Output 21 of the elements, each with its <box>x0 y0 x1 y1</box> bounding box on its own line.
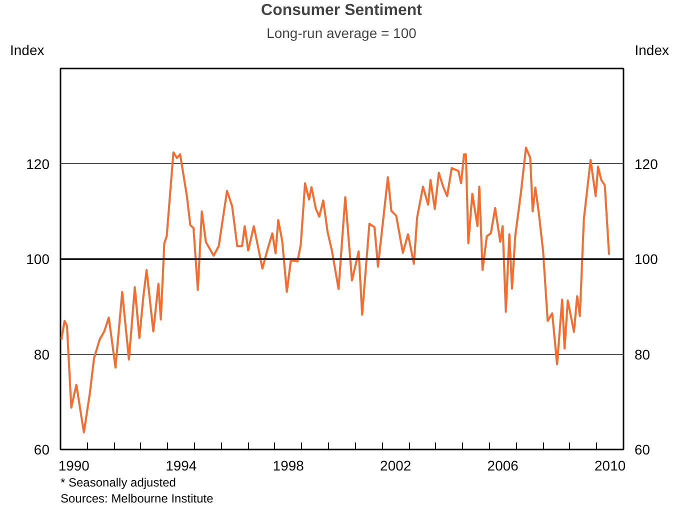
x-tick-label: 2002 <box>380 458 412 474</box>
y2-axis-title: Index <box>634 41 669 60</box>
chart-title: Consumer Sentiment <box>260 1 423 21</box>
y2-tick-label: 80 <box>634 346 650 362</box>
x-tick-label: 1994 <box>166 458 197 474</box>
x-tick-label: 2006 <box>487 458 519 474</box>
y2-tick-label: 60 <box>634 442 650 458</box>
y-tick-label: 60 <box>34 442 50 458</box>
x-tick-label: 2010 <box>594 458 626 474</box>
y-tick-label: 120 <box>26 156 50 172</box>
y-tick-label: 100 <box>26 251 50 267</box>
line-series <box>60 146 610 434</box>
y2-tick-label: 120 <box>634 156 658 172</box>
y2-tick-label: 100 <box>634 251 658 267</box>
y-tick-label: 80 <box>34 346 50 362</box>
chart-subtitle: Long-run average = 100 <box>266 24 418 43</box>
y-axis-title: Index <box>10 41 44 60</box>
source-note: Sources: Melbourne Institute <box>60 492 214 506</box>
text: * Seasonally adjusted <box>60 476 176 490</box>
x-tick-label: 1990 <box>58 458 90 474</box>
x-tick-label: 1998 <box>272 458 304 474</box>
